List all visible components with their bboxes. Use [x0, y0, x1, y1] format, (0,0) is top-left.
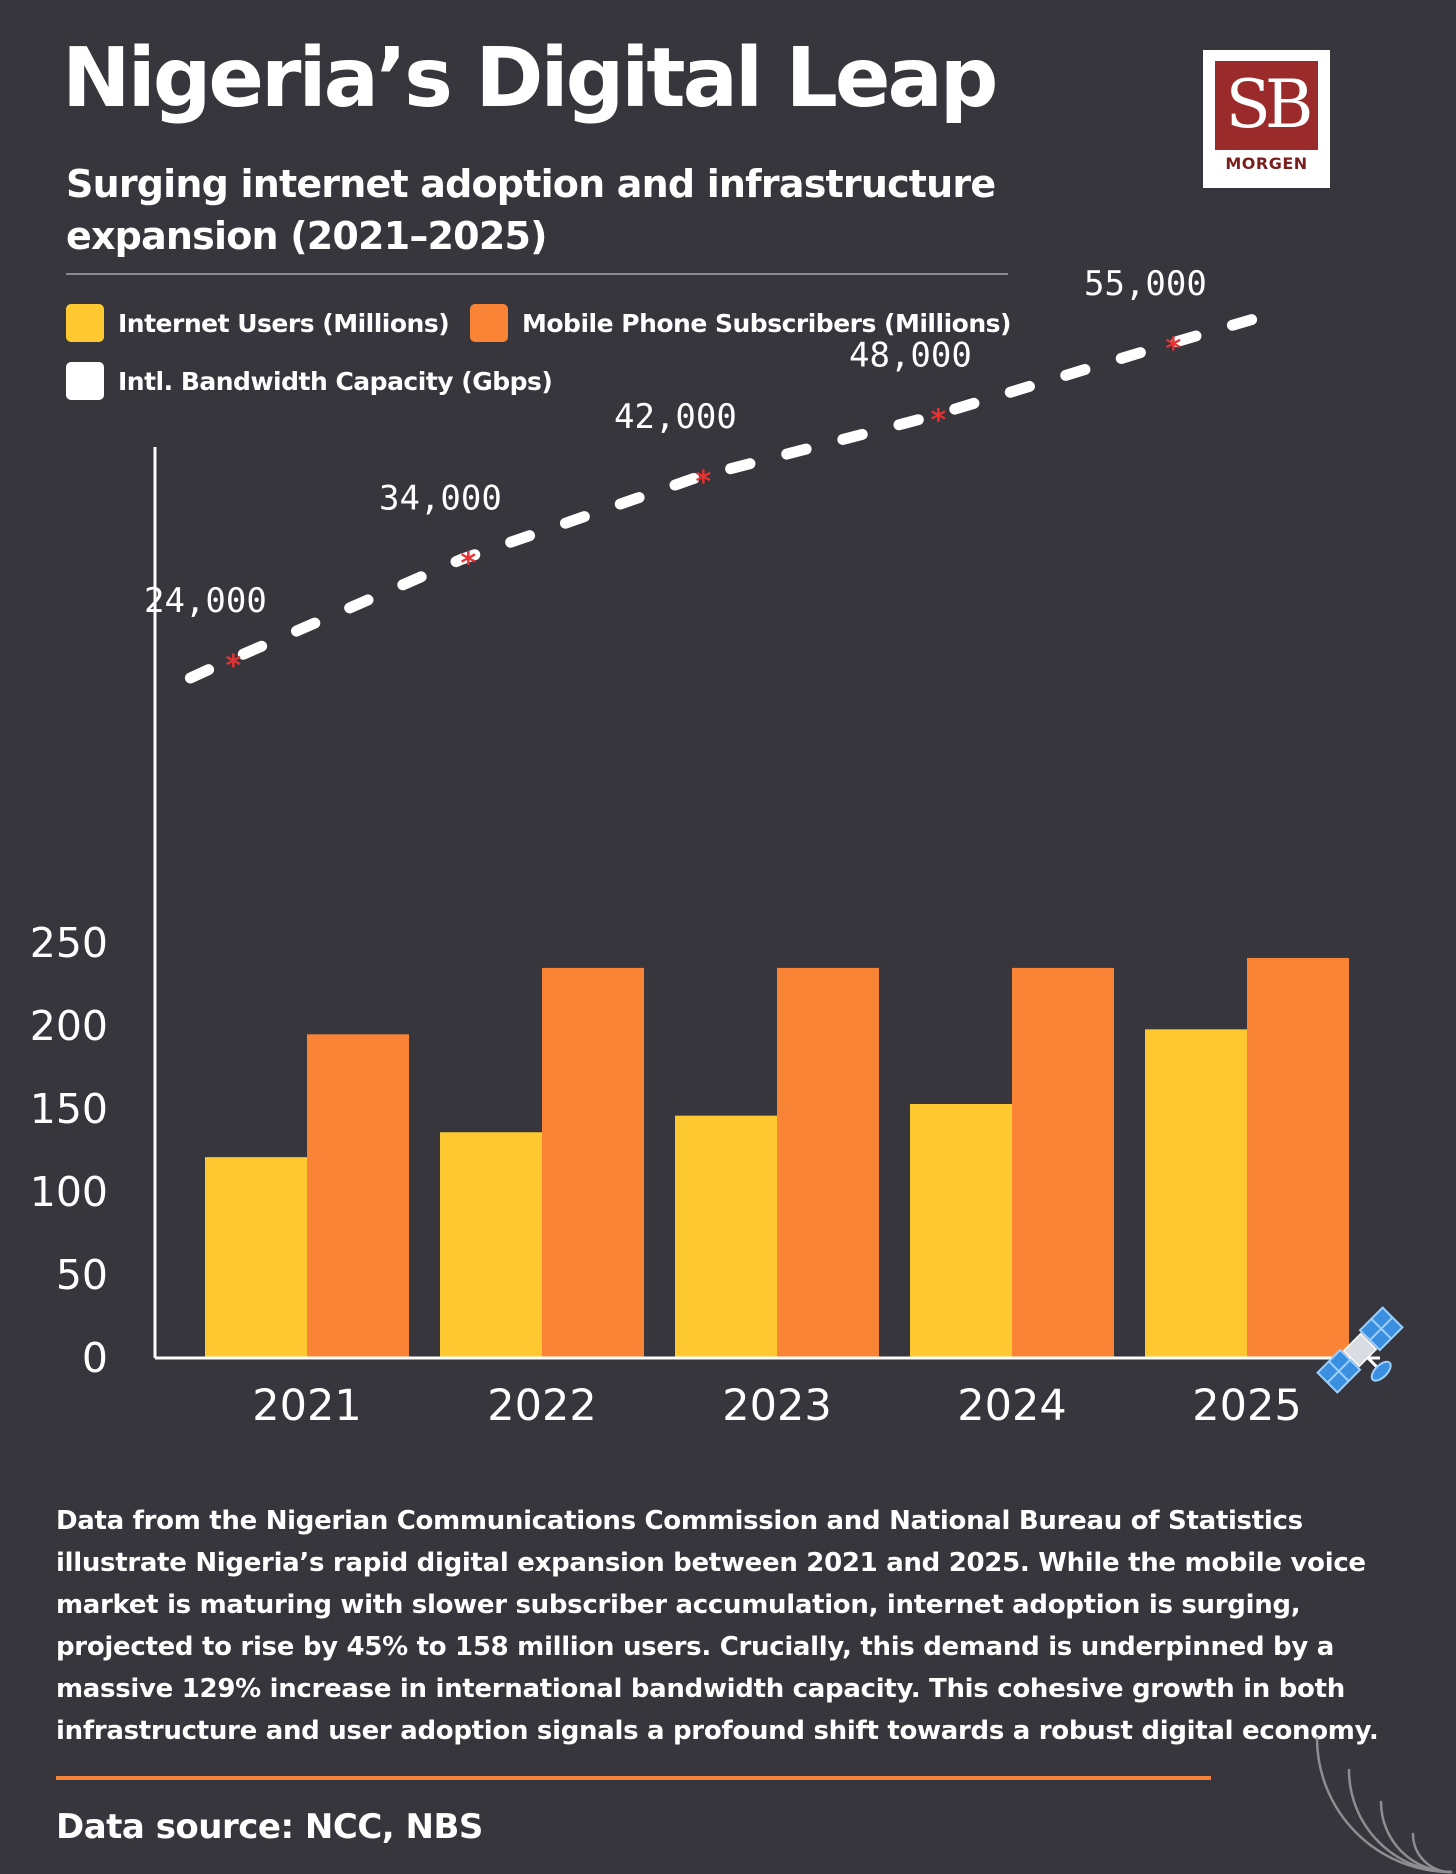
bar-internet-users-2024: [910, 1104, 1012, 1358]
bandwidth-line: [184, 311, 1266, 684]
bars-group: [205, 957, 1349, 1358]
legend-swatch-internet-users: [66, 304, 104, 342]
legend-label-bandwidth: Intl. Bandwidth Capacity (Gbps): [118, 366, 553, 396]
y-tick-label-250: 250: [30, 919, 108, 967]
axes-group: 2021 2022 2023 2024 2025 0 50 100 150 200 250: [30, 447, 1380, 1431]
bandwidth-label-2021: 24,000: [144, 581, 267, 621]
wifi-signal-icon: [1315, 1736, 1453, 1874]
bar-internet-users-2025: [1145, 1029, 1247, 1358]
bar-mobile-subscribers-2021: [307, 1034, 409, 1358]
page-subtitle: Surging internet adoption and infrastruc…: [66, 162, 996, 258]
bandwidth-label-2024: 48,000: [849, 336, 972, 376]
legend-label-internet-users: Internet Users (Millions): [118, 308, 450, 338]
bandwidth-overlay-group: * 24,000 * 34,000 * 42,000 * 48,000 * 55,000: [144, 264, 1266, 684]
bar-mobile-subscribers-2023: [777, 967, 879, 1358]
legend-internet-users: Internet Users (Millions): [66, 304, 450, 342]
legend-label-mobile-subscribers: Mobile Phone Subscribers (Millions): [522, 308, 1011, 338]
bar-internet-users-2021: [205, 1157, 307, 1358]
bar-mobile-subscribers-2022: [542, 967, 644, 1358]
bar-chart: 2021 2022 2023 2024 2025 0 50 100 150 200 250 * 24,…: [30, 264, 1404, 1431]
description-divider: [56, 1776, 1211, 1780]
bar-mobile-subscribers-2024: [1012, 967, 1114, 1358]
bar-mobile-subscribers-2025: [1247, 957, 1349, 1358]
bandwidth-label-2023: 42,000: [614, 397, 737, 437]
logo-monogram: SB: [1225, 66, 1314, 143]
legend-bandwidth: Intl. Bandwidth Capacity (Gbps): [66, 362, 553, 400]
title-divider: [66, 273, 1008, 275]
legend-swatch-bandwidth: [66, 362, 104, 400]
x-tick-label-2024: 2024: [957, 1381, 1066, 1431]
y-tick-label-50: 50: [56, 1251, 108, 1299]
y-tick-label-0: 0: [82, 1334, 108, 1382]
bandwidth-label-2022: 34,000: [379, 479, 502, 519]
x-tick-label-2021: 2021: [252, 1381, 361, 1431]
bandwidth-marker-2021: *: [226, 649, 242, 684]
bandwidth-marker-2024: *: [931, 404, 947, 439]
x-tick-label-2023: 2023: [722, 1381, 831, 1431]
page-title: Nigeria’s Digital Leap: [62, 31, 998, 126]
bandwidth-marker-2023: *: [696, 465, 712, 500]
logo-wordmark: MORGEN: [1225, 154, 1308, 173]
data-source: Data source: NCC, NBS: [56, 1807, 483, 1847]
legend-mobile-subscribers: Mobile Phone Subscribers (Millions): [470, 304, 1011, 342]
x-tick-label-2025: 2025: [1192, 1381, 1301, 1431]
satellite-icon: [1316, 1306, 1404, 1394]
x-tick-label-2022: 2022: [487, 1381, 596, 1431]
logo-box: SB: [1215, 61, 1318, 150]
bandwidth-label-2025: 55,000: [1084, 264, 1207, 304]
y-tick-label-200: 200: [30, 1002, 108, 1050]
y-tick-label-100: 100: [30, 1168, 108, 1216]
sb-morgen-logo: SB MORGEN: [1203, 50, 1330, 188]
bar-internet-users-2023: [675, 1115, 777, 1358]
bar-internet-users-2022: [440, 1132, 542, 1358]
y-tick-label-150: 150: [30, 1085, 108, 1133]
bandwidth-marker-2025: *: [1166, 332, 1182, 367]
legend-swatch-mobile-subscribers: [470, 304, 508, 342]
description-text: Data from the Nigerian Communications Co…: [56, 1506, 1379, 1746]
bandwidth-marker-2022: *: [461, 547, 477, 582]
